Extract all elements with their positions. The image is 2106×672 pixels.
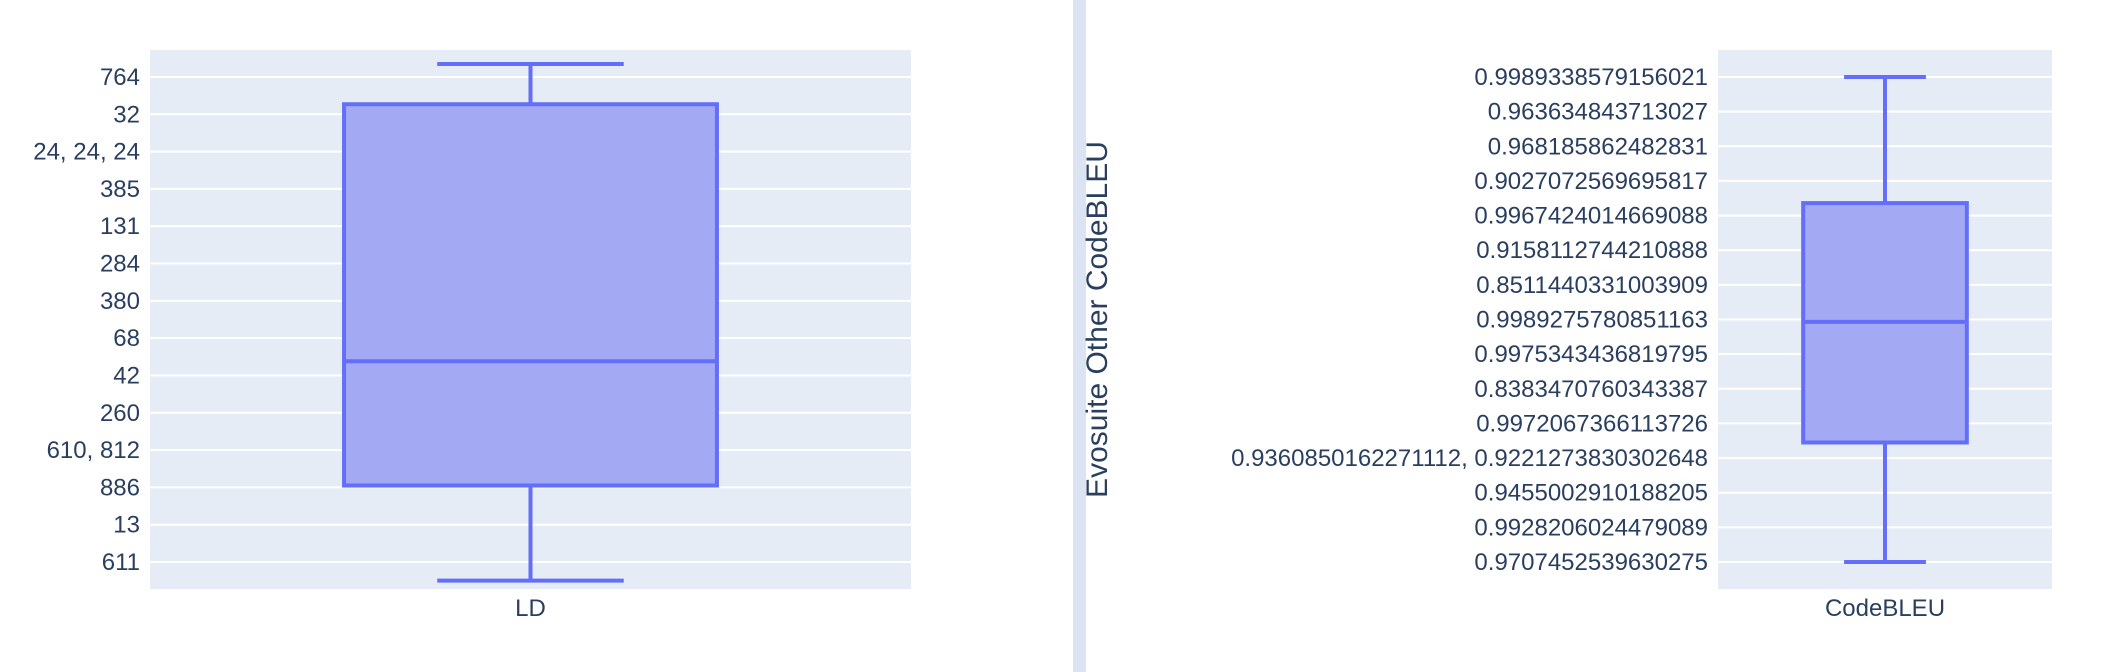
- y-tick-label: 0.968185862482831: [1488, 133, 1708, 160]
- y-tick-label: 0.9360850162271112, 0.9221273830302648: [1231, 445, 1708, 472]
- y-tick-label: 380: [100, 288, 140, 315]
- y-tick-label: 0.8511440331003909: [1476, 272, 1708, 299]
- y-tick-label: 0.8383470760343387: [1474, 376, 1708, 403]
- y-tick-label: 32: [113, 101, 140, 128]
- y-tick-label: 0.9989338579156021: [1474, 64, 1708, 91]
- y-tick-label: 284: [100, 251, 140, 278]
- y-tick-label: 131: [100, 213, 140, 240]
- y-tick-label: 0.9455002910188205: [1474, 480, 1708, 507]
- y-tick-label: 68: [113, 325, 140, 352]
- y-tick-label: 0.9707452539630275: [1474, 549, 1708, 576]
- y-tick-label: 24, 24, 24: [33, 139, 140, 166]
- y-tick-label: 611: [102, 549, 140, 576]
- box-iqr: [342, 102, 719, 488]
- y-tick-label: 13: [113, 512, 140, 539]
- y-tick-label: 0.9972067366113726: [1476, 410, 1708, 437]
- y-tick-label: 0.9989275780851163: [1476, 307, 1708, 334]
- y-tick-label: 385: [100, 176, 140, 203]
- y-tick-label: 0.9158112744210888: [1476, 237, 1708, 264]
- subplot-divider: [1073, 0, 1086, 672]
- y-tick-label: 0.9967424014669088: [1474, 203, 1708, 230]
- y-tick-label: 764: [100, 64, 140, 91]
- subplot-2: 0.9989338579156021 0.963634843713027 0.968…: [1081, 50, 2052, 622]
- y-tick-label: 260: [100, 400, 140, 427]
- x-tick-label: LD: [515, 595, 546, 622]
- y-tick-label: 0.963634843713027: [1488, 99, 1708, 126]
- y-tick-label: 42: [113, 362, 140, 389]
- subplot-1: 764 32 24, 24, 24 385 131 284 380 68 42 260 610, 8…: [33, 50, 911, 622]
- x-tick-label: CodeBLEU: [1825, 595, 1945, 622]
- y-tick-label: 610, 812: [47, 437, 140, 464]
- y-axis-title: Evosuite Other CodeBLEU: [1081, 141, 1114, 498]
- y-tick-label: 886: [100, 474, 140, 501]
- y-tick-label: 0.9027072569695817: [1474, 168, 1708, 195]
- y-tick-label: 0.9975343436819795: [1474, 341, 1708, 368]
- y-tick-label: 0.9928206024479089: [1474, 514, 1708, 541]
